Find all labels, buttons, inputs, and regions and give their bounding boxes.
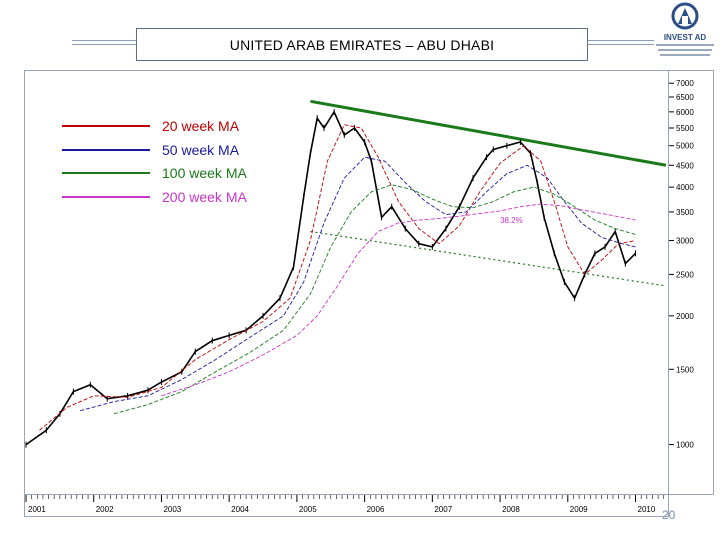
logo-tagline-1: [656, 44, 714, 46]
y-tick-label: 2000: [676, 312, 694, 321]
x-tick-label: 2006: [367, 505, 385, 514]
legend-label: 100 week MA: [162, 165, 247, 181]
x-tick-label: 2010: [638, 505, 656, 514]
series-line-20-week-ma: [39, 124, 636, 431]
x-tick-label: 2008: [502, 505, 520, 514]
legend-label: 200 week MA: [162, 188, 247, 205]
slide-title-text: UNITED ARAB EMIRATES – ABU DHABI: [229, 36, 495, 53]
y-tick-label: 6500: [676, 93, 694, 102]
series-line-100-week-ma: [113, 184, 636, 415]
y-tick-label: 1500: [676, 365, 694, 374]
logo-mark-icon: [671, 2, 699, 30]
y-tick-label: 5000: [676, 142, 694, 151]
invest-ad-logo: INVEST AD: [654, 2, 716, 60]
legend-label: 50 week MA: [162, 141, 240, 158]
series-line-50-week-ma: [80, 156, 636, 412]
title-rule-left-2: [72, 44, 136, 45]
x-tick-label: 2009: [570, 505, 588, 514]
series-line-index: [25, 111, 637, 446]
page-number: 20: [662, 508, 676, 522]
chart-border: [24, 70, 669, 495]
legend-swatch: [62, 125, 150, 127]
y-axis-panel: [668, 70, 714, 495]
legend-label: 20 week MA: [162, 118, 240, 134]
x-tick-label: 2001: [28, 505, 46, 514]
title-rule-left-1: [72, 40, 136, 41]
y-tick-label: 4500: [676, 161, 694, 170]
y-tick-label: 7000: [676, 79, 694, 88]
x-axis-panel: [24, 494, 669, 517]
y-tick-label: 1000: [676, 441, 694, 450]
legend-swatch: [62, 172, 150, 174]
x-tick-label: 2007: [434, 505, 452, 514]
chart: 38.2% 7000 6500 6000 5500 5000 4500 4000 3500 30…: [24, 70, 714, 517]
x-tick-label: 2003: [163, 505, 181, 514]
y-tick-label: 2500: [676, 270, 694, 279]
y-tick-label: 3500: [676, 208, 694, 217]
y-tick-label: 6000: [676, 108, 694, 117]
series-line-200-week-ma: [161, 203, 636, 397]
logo-name: INVEST AD: [663, 33, 707, 42]
title-rule-right-2: [588, 44, 654, 45]
y-tick-label: 4000: [676, 183, 694, 192]
y-tick-label: 3000: [676, 237, 694, 246]
y-tick-label: 5500: [676, 124, 694, 133]
logo-tagline-3: [660, 54, 710, 56]
x-tick-label: 2004: [231, 505, 249, 514]
annotation-fib: 38.2%: [500, 216, 523, 225]
slide-title: UNITED ARAB EMIRATES – ABU DHABI: [136, 28, 588, 61]
legend-swatch: [62, 195, 150, 198]
logo-tagline-2: [658, 49, 712, 51]
x-tick-label: 2002: [96, 505, 114, 514]
legend-swatch: [62, 148, 150, 151]
x-tick-label: 2005: [299, 505, 317, 514]
trendline-resistance: [310, 99, 667, 167]
title-rule-right-1: [588, 40, 654, 41]
